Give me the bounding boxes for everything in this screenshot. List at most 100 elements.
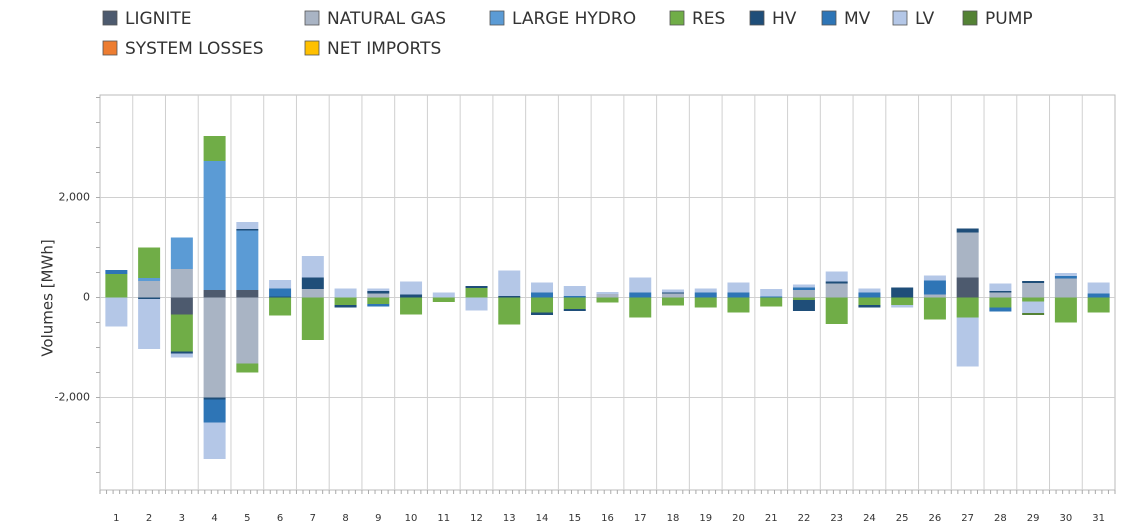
bar-segment — [138, 278, 161, 281]
bar-segment — [1087, 297, 1110, 313]
bar-segment — [1022, 283, 1045, 298]
bar-segment — [694, 288, 717, 293]
bar-segment — [301, 297, 324, 340]
bar-segment — [498, 270, 521, 296]
bar-segment — [563, 297, 586, 309]
x-tick-label: 20 — [732, 513, 745, 524]
x-tick-label: 1 — [113, 513, 119, 524]
bar-segment — [1087, 282, 1110, 294]
bar-segment — [170, 269, 193, 298]
bar-segment — [1022, 313, 1045, 315]
bar-segment — [891, 297, 914, 305]
legend-swatch — [102, 40, 118, 56]
x-tick-label: 14 — [536, 513, 549, 524]
bar-segment — [203, 397, 226, 400]
legend-label: LV — [915, 9, 935, 29]
bar-segment — [531, 297, 554, 313]
bar-segment — [891, 287, 914, 298]
bar-segment — [1022, 301, 1045, 313]
bar-segment — [203, 161, 226, 290]
bar-segment — [596, 292, 619, 294]
bar-segment — [236, 297, 259, 364]
bar-segment — [661, 292, 684, 294]
bar-segment — [989, 297, 1012, 308]
bar-segment — [203, 422, 226, 459]
legend-swatch — [304, 10, 320, 26]
bar-segment — [923, 294, 946, 298]
x-tick-label: 13 — [503, 513, 516, 524]
bar-segment — [400, 294, 423, 298]
bar-segment — [629, 297, 652, 318]
legend-swatch — [892, 10, 908, 26]
x-tick-label: 3 — [179, 513, 185, 524]
bar-segment — [269, 296, 292, 298]
bar-segment — [105, 297, 128, 327]
bar-segment — [465, 286, 488, 288]
bar-segment — [269, 297, 292, 316]
bar-segment — [170, 297, 193, 315]
bar-segment — [269, 288, 292, 297]
x-tick-label: 6 — [277, 513, 283, 524]
legend-label: SYSTEM LOSSES — [125, 39, 264, 59]
bar-segment — [727, 297, 750, 313]
bar-segment — [825, 281, 848, 284]
legend-label: RES — [692, 9, 725, 29]
x-tick-label: 17 — [634, 513, 647, 524]
bar-segment — [498, 296, 521, 298]
bar-segment — [956, 277, 979, 298]
bar-segment — [498, 297, 521, 325]
bar-segment — [170, 314, 193, 352]
x-tick-label: 10 — [405, 513, 418, 524]
x-tick-label: 9 — [375, 513, 381, 524]
x-tick-label: 30 — [1060, 513, 1073, 524]
bar-segment — [792, 287, 815, 290]
bar-segment — [400, 281, 423, 295]
x-tick-label: 15 — [568, 513, 581, 524]
bar-segment — [858, 292, 881, 298]
bar-segment — [334, 305, 357, 308]
bar-segment — [1054, 297, 1077, 323]
bar-segment — [531, 312, 554, 315]
bar-segment — [792, 297, 815, 300]
bar-segment — [596, 297, 619, 303]
bar-segment — [236, 230, 259, 290]
bar-segment — [694, 292, 717, 298]
legend-label: LARGE HYDRO — [512, 9, 636, 29]
x-tick-label: 16 — [601, 513, 614, 524]
bar-segment — [432, 292, 455, 298]
x-tick-label: 4 — [211, 513, 217, 524]
bar-segment — [727, 282, 750, 293]
bar-segment — [694, 297, 717, 308]
legend-swatch — [102, 10, 118, 26]
legend-swatch — [962, 10, 978, 26]
bar-segment — [203, 297, 226, 398]
bar-segment — [760, 289, 783, 297]
x-tick-label: 21 — [765, 513, 778, 524]
bar-segment — [563, 286, 586, 296]
bar-segment — [858, 305, 881, 308]
bar-segment — [923, 297, 946, 320]
bar-segment — [531, 282, 554, 293]
bar-segment — [661, 289, 684, 293]
x-tick-label: 22 — [798, 513, 811, 524]
bar-segment — [989, 307, 1012, 312]
bar-segment — [1054, 273, 1077, 276]
bar-segment — [760, 297, 783, 307]
bar-segment — [138, 247, 161, 278]
bar-segment — [989, 283, 1012, 291]
legend-swatch — [304, 40, 320, 56]
bar-segment — [825, 297, 848, 324]
bar-segment — [956, 317, 979, 367]
y-tick-label: -2,000 — [55, 391, 90, 404]
bar-segment — [301, 277, 324, 289]
bar-segment — [629, 277, 652, 293]
bar-segment — [269, 280, 292, 289]
bar-segment — [1054, 276, 1077, 279]
bar-segment — [465, 288, 488, 298]
x-tick-label: 2 — [146, 513, 152, 524]
bar-segment — [531, 292, 554, 298]
legend-label: LIGNITE — [125, 9, 192, 29]
bar-segment — [923, 280, 946, 295]
bar-segment — [792, 290, 815, 298]
